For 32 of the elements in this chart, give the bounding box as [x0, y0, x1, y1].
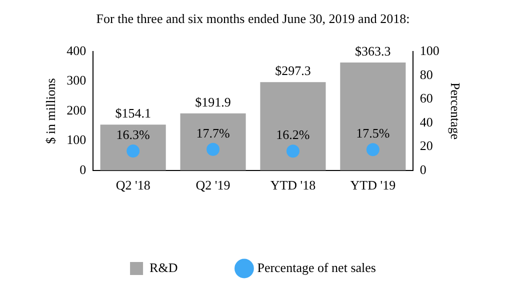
data-label: $297.3	[275, 63, 311, 78]
y2-tick-label: 80	[420, 66, 433, 82]
bar	[100, 124, 166, 170]
bar	[340, 62, 406, 170]
data-label: $191.9	[195, 94, 231, 110]
data-label: 17.7%	[196, 125, 230, 140]
y-tick-label: 200	[66, 102, 86, 118]
y2-tick-label: 60	[420, 90, 433, 106]
y2-tick-label: 40	[420, 114, 433, 130]
bar	[180, 113, 246, 170]
y-tick-label: 0	[80, 162, 86, 177]
x-tick-label: Q2 '19	[196, 178, 230, 193]
data-label: $363.3	[355, 43, 391, 58]
y-tick-label: 300	[66, 72, 86, 88]
legend-label: R&D	[150, 260, 178, 275]
chart-title: For the three and six months ended June 30, 2019 and 2018:	[96, 11, 410, 26]
y2-tick-label: 0	[420, 162, 426, 177]
data-label: 16.3%	[116, 126, 150, 142]
bar	[260, 82, 326, 170]
y2-tick-label: 20	[420, 138, 433, 154]
x-tick-label: YTD '19	[350, 178, 396, 193]
x-tick-label: YTD '18	[270, 178, 316, 193]
y-axis-title: $ in millions	[43, 78, 58, 144]
data-label: 16.2%	[276, 127, 310, 142]
data-label: 17.5%	[356, 126, 390, 141]
y2-axis-title: Percentage	[448, 82, 463, 140]
y-tick-label: 400	[66, 43, 86, 58]
y2-tick-label: 100	[420, 43, 440, 58]
x-tick-label: Q2 '18	[116, 178, 150, 193]
data-label: $154.1	[115, 106, 151, 121]
y-tick-label: 100	[66, 132, 86, 148]
legend-label: Percentage of net sales	[257, 260, 376, 275]
